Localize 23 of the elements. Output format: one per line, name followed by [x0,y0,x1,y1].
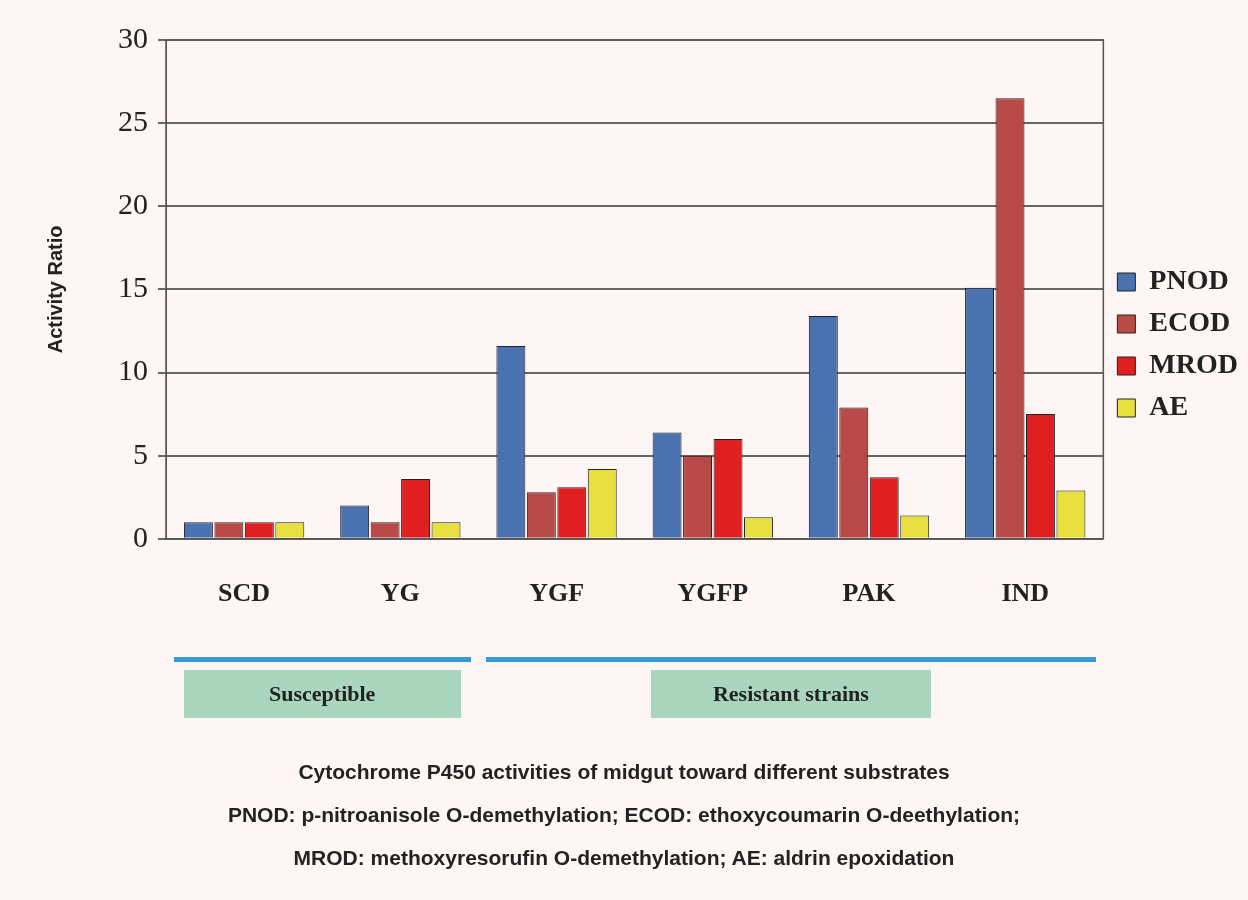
x-tick-label: SCD [218,578,271,608]
y-tick-label: 5 [133,436,148,470]
x-tick-label: PAK [842,578,897,608]
text: Susceptible [183,670,461,718]
y-tick-label: 25 [118,104,148,138]
x-tick-label: IND [1001,578,1050,608]
text: PNOD: p-nitroanisole O-demethylation; ECOD: ethoxycoumarin O-deethylation; [226,803,1022,827]
y-tick-label: 0 [133,519,148,553]
text: MROD: methoxyresorufin O-demethylation; AE: aldrin epoxidation [292,846,956,870]
text: Cytochrome P450 activities of midgut toward different substrates [297,760,951,784]
legend-label: AE [1149,390,1189,422]
x-tick-label: YGFP [677,578,749,608]
x-tick-label: YGF [529,578,585,608]
legend-label: ECOD [1149,306,1231,338]
legend-label: PNOD [1149,264,1229,296]
y-axis-title: Activity Ratio [43,225,66,354]
y-tick-label: 10 [118,353,148,387]
y-tick-label: 15 [118,270,148,304]
y-tick-label: 20 [118,187,148,221]
legend-label: MROD [1149,348,1239,380]
x-tick-label: YG [380,578,420,608]
text: Resistant strains [650,670,931,718]
y-tick-label: 30 [118,20,148,54]
